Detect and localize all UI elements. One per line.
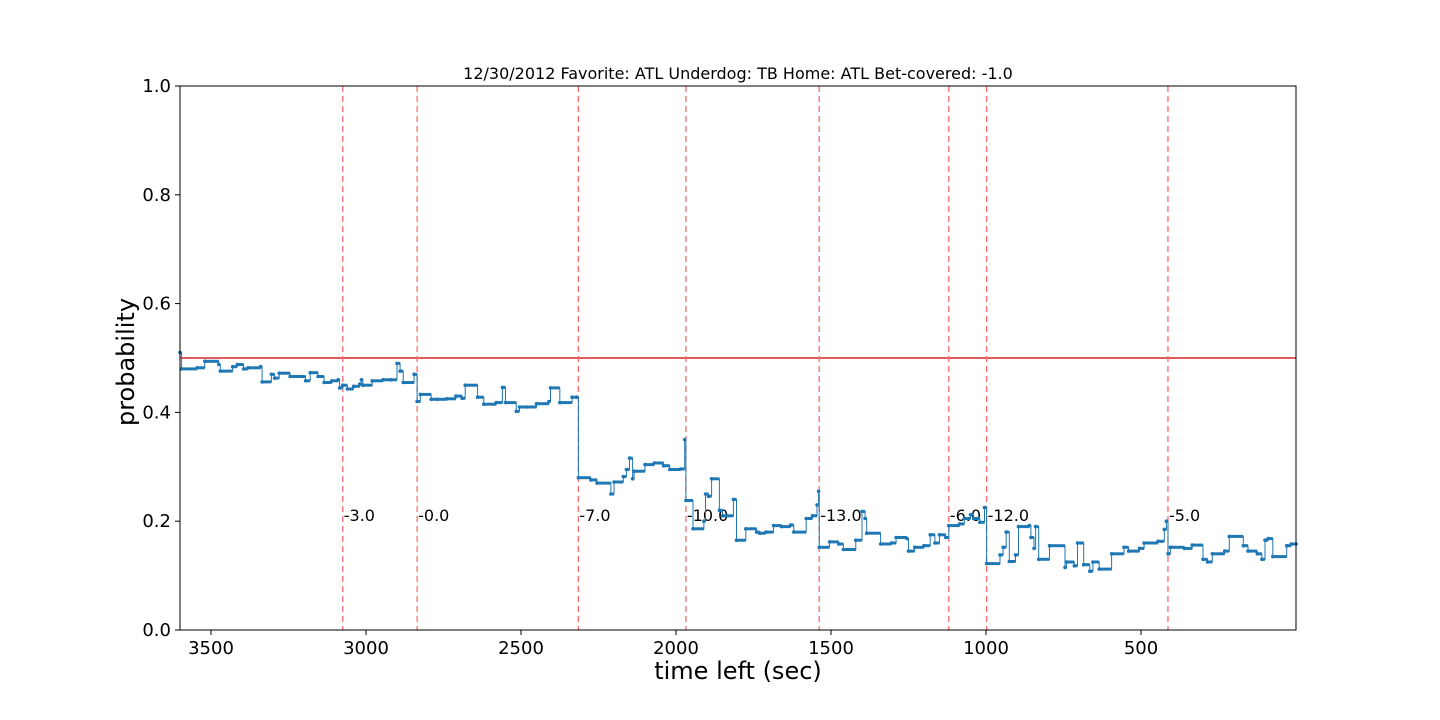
score-event-label: -12.0 [988,506,1029,525]
x-axis-label: time left (sec) [654,657,822,685]
score-event-label: -0.0 [418,506,449,525]
y-axis-ticks: 0.0 0.2 0.4 0.6 0.8 1.0 [142,76,180,641]
plot-area: -3.0 -0.0 -7.0 -10.0 -13.0 -6.0 -12.0 -5.0 [178,86,1298,630]
y-axis-label: probability [112,298,140,426]
y-tick-label: 0.6 [142,294,171,315]
x-tick-label: 2000 [653,638,699,659]
x-tick-label: 2500 [498,638,544,659]
x-tick-label: 500 [1124,638,1158,659]
axes-frame [179,85,1297,631]
x-tick-label: 1500 [808,638,854,659]
score-event-label: -3.0 [344,506,375,525]
y-tick-label: 1.0 [142,76,171,97]
chart-title: 12/30/2012 Favorite: ATL Underdog: TB Ho… [463,64,1013,83]
x-tick-label: 1000 [963,638,1009,659]
y-tick-label: 0.2 [142,511,171,532]
score-event-label: -7.0 [579,506,610,525]
x-tick-label: 3500 [188,638,234,659]
y-tick-label: 0.8 [142,185,171,206]
score-event-label: -5.0 [1169,506,1200,525]
score-event-label: -6.0 [950,506,981,525]
x-axis-ticks: 3500 3000 2500 2000 1500 1000 500 [188,630,1158,659]
score-event-label: -13.0 [820,506,861,525]
y-tick-label: 0.0 [142,620,171,641]
x-tick-label: 3000 [343,638,389,659]
y-tick-label: 0.4 [142,402,171,423]
